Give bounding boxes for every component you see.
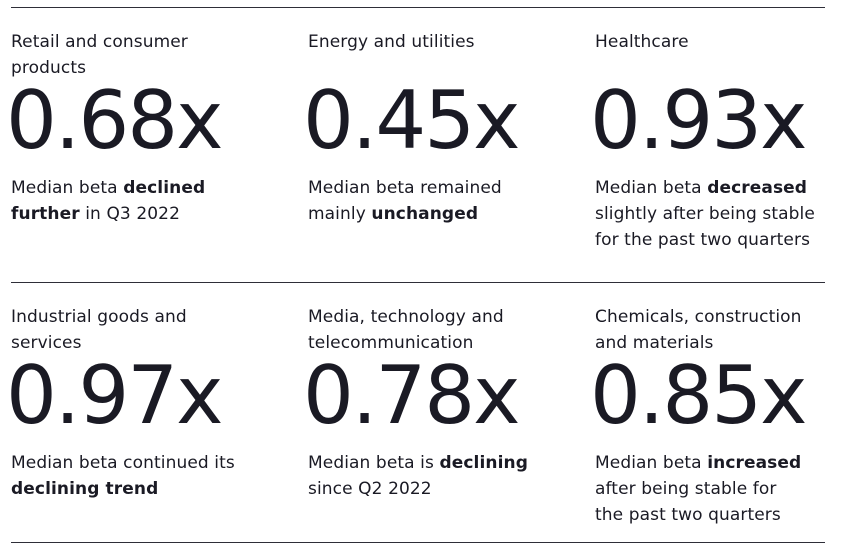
desc-text: Median beta remained mainly [308,178,502,224]
sector-card-retail: Retail and consumer products 0.68x Media… [6,8,308,282]
sector-name: Healthcare [595,32,689,52]
beta-value: 0.45x [303,74,520,167]
beta-value: 0.68x [6,74,223,167]
sector-card-industrial: Industrial goods and services 0.97x Medi… [6,283,308,542]
desc-text: after being stable for the past two quar… [595,479,781,525]
sector-name: Industrial goods and services [11,307,187,353]
divider-top [11,7,825,8]
desc-text: Median beta [595,453,708,473]
desc-highlight: decreased [707,178,808,198]
beta-description: Median beta decreased slightly after bei… [595,175,825,253]
desc-highlight: increased [707,453,802,473]
desc-highlight: declining [439,453,529,473]
sector-row-2: Industrial goods and services 0.97x Medi… [6,283,857,542]
desc-text: in Q3 2022 [79,204,181,224]
sector-card-energy: Energy and utilities 0.45x Median beta r… [303,8,595,282]
beta-description: Median beta continued its declining tren… [11,450,308,502]
beta-value: 0.85x [590,349,807,442]
beta-description: Median beta declined further in Q3 2022 [11,175,308,227]
sector-card-chemicals: Chemicals, construction and materials 0.… [590,283,825,542]
desc-text: Median beta [595,178,708,198]
desc-text: Median beta is [308,453,440,473]
desc-text: slightly after being stable for the past… [595,204,815,250]
beta-value: 0.97x [6,349,223,442]
beta-description: Median beta remained mainly unchanged [308,175,595,227]
sector-card-media-tech: Media, technology and telecommunication … [303,283,595,542]
sector-name: Retail and consumer products [11,32,188,78]
sector-name: Chemicals, construction and materials [595,307,802,353]
desc-highlight: declining trend [11,479,159,499]
beta-value: 0.78x [303,349,520,442]
desc-highlight: unchanged [371,204,479,224]
beta-value: 0.93x [590,74,807,167]
desc-text: Median beta [11,178,124,198]
divider-middle [11,282,825,283]
sector-card-healthcare: Healthcare 0.93x Median beta decreased s… [590,8,825,282]
desc-text: since Q2 2022 [308,479,432,499]
sector-name: Energy and utilities [308,32,475,52]
divider-bottom [11,542,825,543]
beta-description: Median beta increased after being stable… [595,450,825,528]
sector-name: Media, technology and telecommunication [308,307,504,353]
desc-highlight: declined further [11,178,206,224]
beta-description: Median beta is declining since Q2 2022 [308,450,595,502]
sector-row-1: Retail and consumer products 0.68x Media… [6,8,857,282]
desc-text: Median beta continued its [11,453,235,473]
